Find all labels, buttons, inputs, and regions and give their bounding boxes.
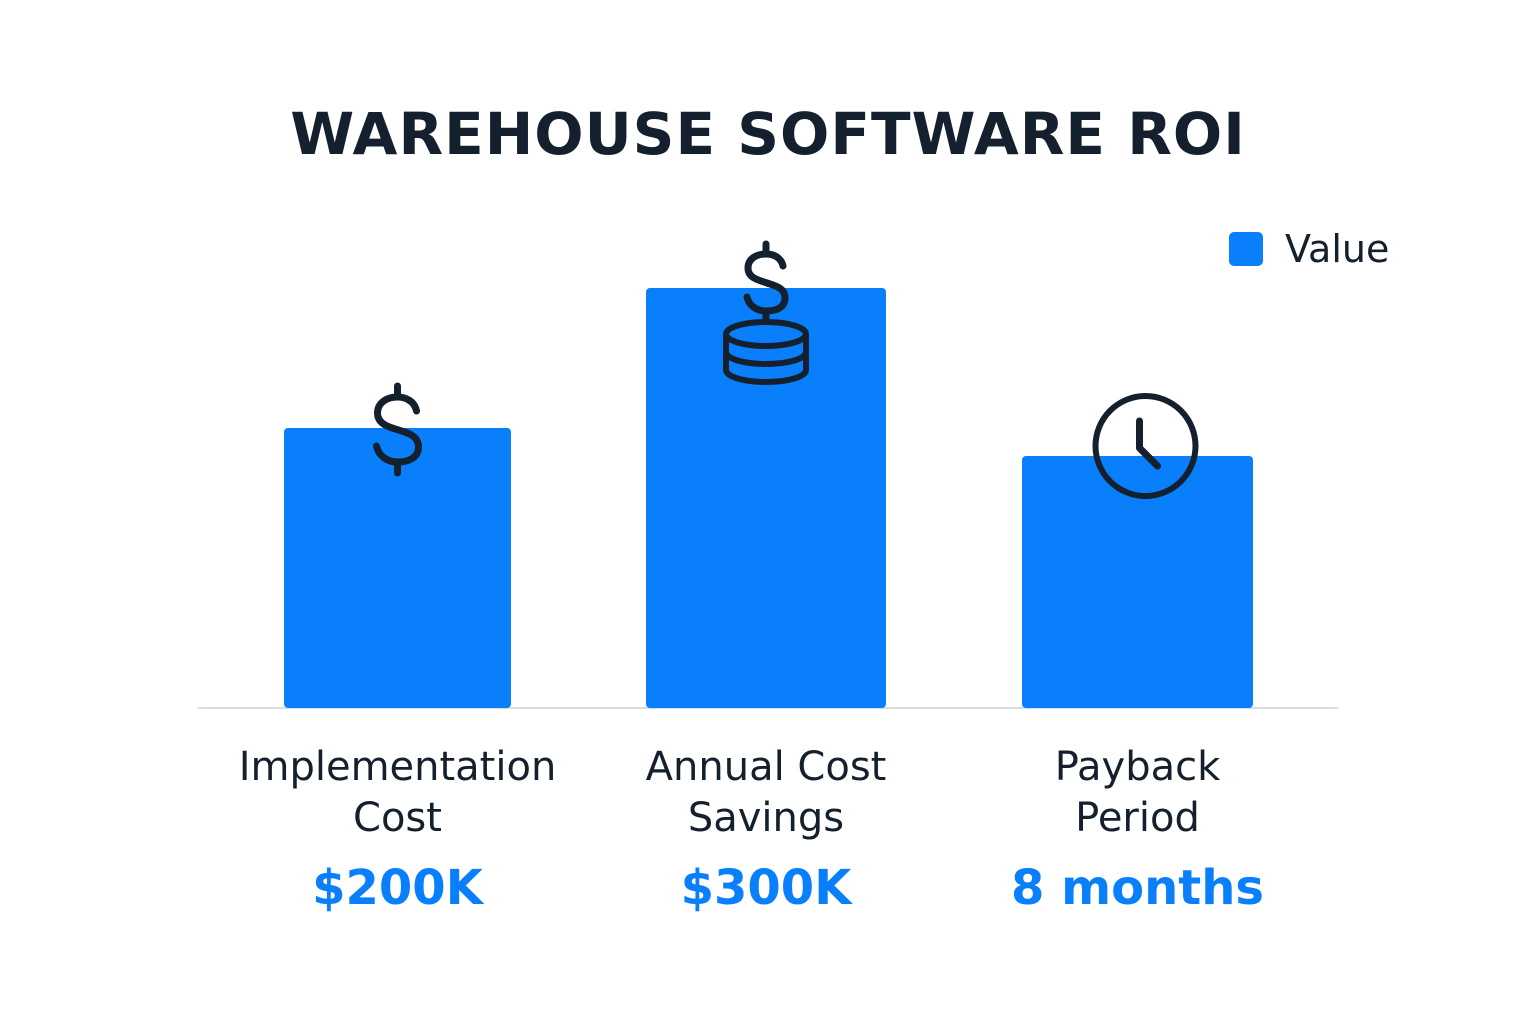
dollar-sign-icon (373, 382, 423, 477)
category-label-1-line-2: Cost (353, 795, 442, 841)
value-label-2: $300K (681, 860, 854, 916)
chart-title: WAREHOUSE SOFTWARE ROI (290, 100, 1246, 168)
clock-icon (1092, 393, 1199, 499)
legend-label: Value (1285, 227, 1389, 271)
legend-swatch (1229, 232, 1263, 266)
bar-2 (646, 288, 886, 708)
category-label-2-line-1: Annual Cost (646, 744, 887, 790)
coin-stack-icon (723, 240, 809, 385)
category-label-2-line-2: Savings (688, 795, 844, 841)
bar-1 (284, 428, 511, 708)
category-label-3-line-1: Payback (1055, 744, 1221, 790)
category-label-1-line-1: Implementation (239, 744, 557, 790)
category-label-3-line-2: Period (1075, 795, 1200, 841)
value-label-3: 8 months (1011, 860, 1264, 916)
bar-3 (1022, 456, 1253, 708)
legend: Value (1229, 227, 1389, 271)
value-label-1: $200K (312, 860, 485, 916)
